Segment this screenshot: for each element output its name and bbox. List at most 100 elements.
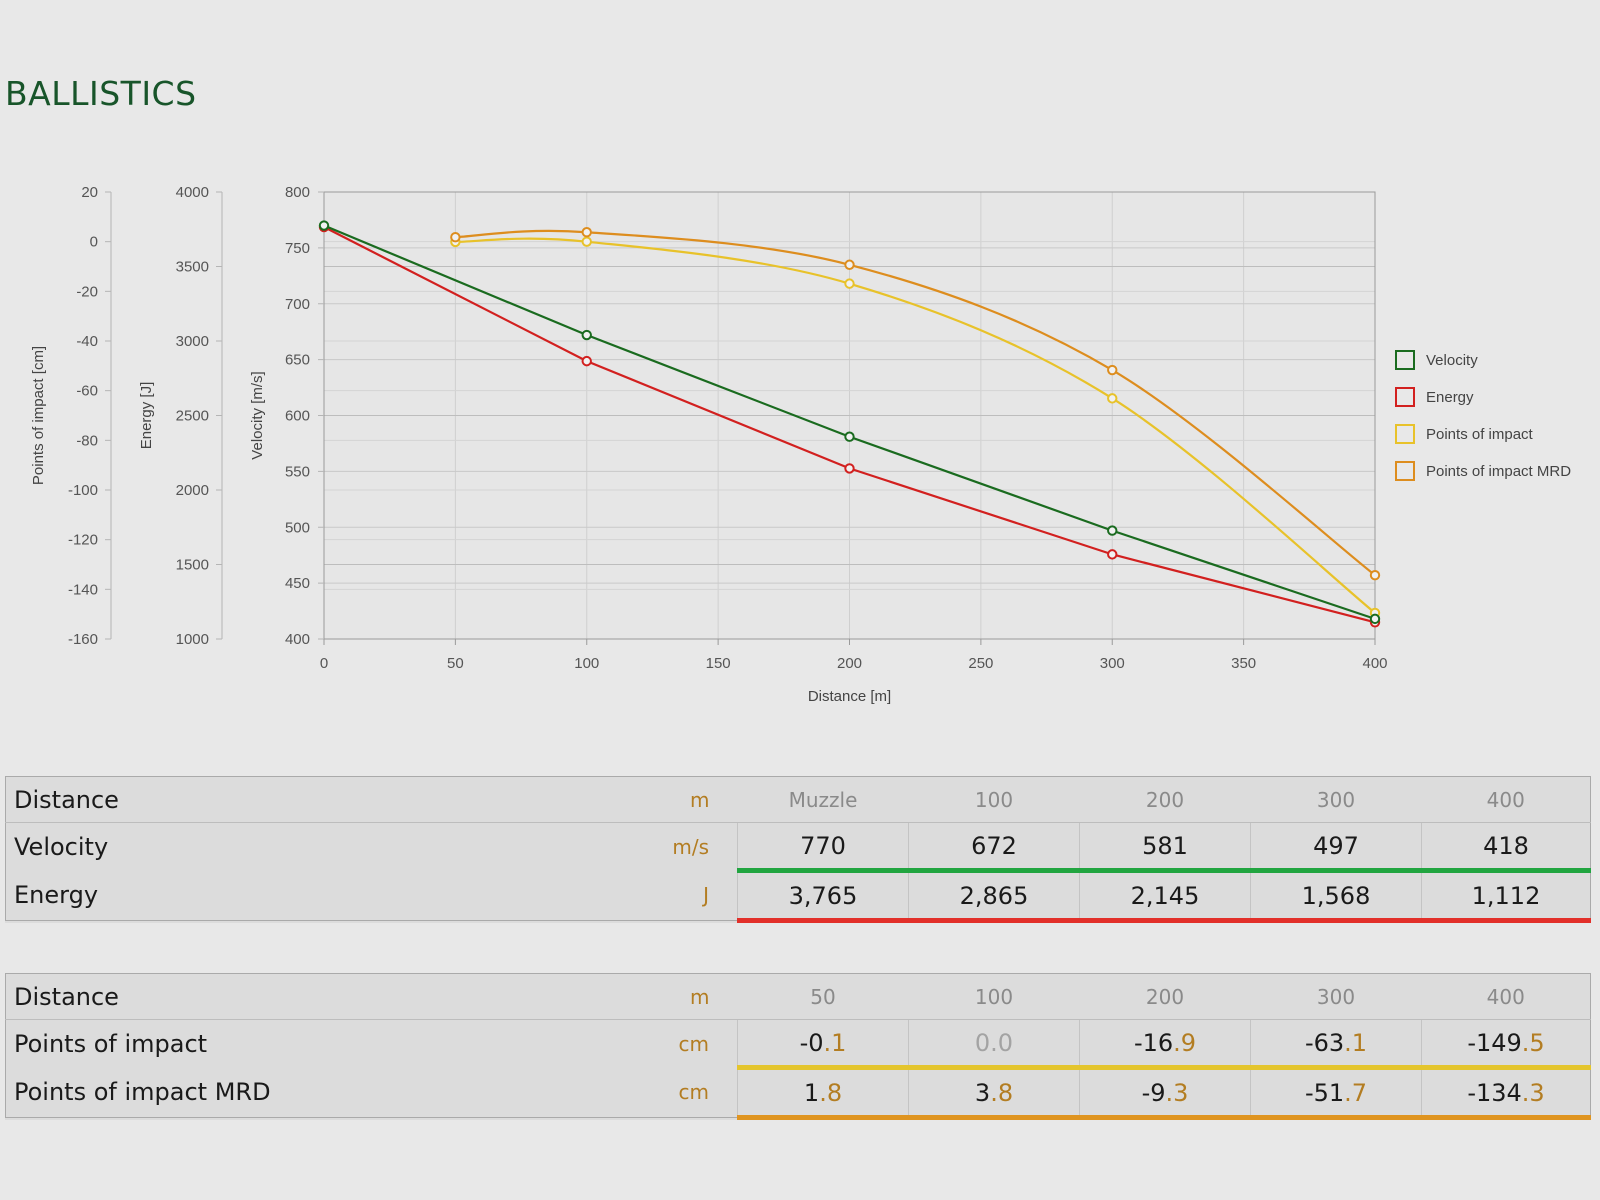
row-label: Points of impact: [14, 1029, 208, 1058]
row-unit: m: [551, 973, 738, 1020]
distance-header-cell: Muzzle: [737, 776, 909, 823]
distance-header-cell: 200: [1079, 776, 1251, 823]
row-unit: m: [551, 776, 738, 823]
decimal-part: .1: [823, 1028, 847, 1057]
poi-mrd-cell: 1.8: [737, 1067, 909, 1120]
energy-tick-label: 1500: [176, 557, 209, 574]
velocity-data-point: [1369, 613, 1381, 625]
row-label: Velocity: [14, 832, 109, 861]
points-of-impact-mrd-series-line: [455, 229, 1376, 577]
velocity-tick-label: 550: [285, 463, 310, 480]
points-of-impact-series-line: [455, 237, 1376, 614]
points-of-impact-data-point: [1107, 393, 1118, 404]
velocity-cell: 418: [1421, 822, 1591, 873]
velocity-tick-label: 400: [285, 631, 310, 648]
velocity-tick-label: 800: [285, 184, 310, 201]
row-label: Distance: [5, 973, 552, 1020]
velocity-tick-label: 650: [285, 352, 310, 369]
decimal-part: .3: [1165, 1078, 1189, 1107]
distance-header-cell: 100: [908, 973, 1080, 1020]
row-label: Distance: [5, 776, 552, 823]
poi-tick-label: -140: [68, 581, 98, 598]
table-row: Distance m 50 100 200 300 400: [5, 973, 1591, 1020]
points-of-impact-table: Distance m 50 100 200 300 400 Points of …: [5, 973, 1591, 1120]
distance-header-cell: 400: [1421, 776, 1591, 823]
points-of-impact-mrd-data-point: [1107, 364, 1118, 376]
velocity-data-point: [581, 329, 592, 341]
x-tick-label: 100: [574, 655, 599, 672]
table-row: Distance m Muzzle 100 200 300 400: [5, 776, 1591, 823]
energy-data-point: [581, 355, 592, 367]
velocity-tick-label: 450: [285, 575, 310, 592]
row-unit: cm: [678, 1031, 709, 1056]
velocity-tick-label: 750: [285, 240, 310, 257]
legend-swatch: [1395, 350, 1415, 370]
energy-cell: 1,568: [1250, 870, 1422, 923]
legend-swatch: [1395, 424, 1415, 444]
row-unit: cm: [678, 1080, 709, 1105]
poi-mrd-cell: 3.8: [908, 1067, 1080, 1120]
distance-header-cell: 300: [1250, 776, 1422, 823]
legend-label: Velocity: [1426, 352, 1478, 369]
energy-tick-label: 1000: [176, 631, 209, 648]
legend-swatch: [1395, 461, 1415, 481]
velocity-cell: 672: [908, 822, 1080, 873]
distance-header-cell: 300: [1250, 973, 1422, 1020]
distance-header-cell: 200: [1079, 973, 1251, 1020]
poi-mrd-cell: -51.7: [1250, 1067, 1422, 1120]
velocity-energy-table: Distance m Muzzle 100 200 300 400 Veloci…: [5, 776, 1591, 923]
decimal-part: .3: [1521, 1078, 1545, 1107]
distance-header-cell: 100: [908, 776, 1080, 823]
velocity-tick-label: 600: [285, 408, 310, 425]
poi-cell: 0.0: [908, 1019, 1080, 1070]
energy-cell: 3,765: [737, 870, 909, 923]
decimal-part: .1: [1344, 1028, 1368, 1057]
x-tick-label: 400: [1362, 655, 1387, 672]
table-row: Velocity m/s 770 672 581 497 418: [6, 822, 1591, 873]
row-unit: J: [703, 883, 709, 908]
decimal-part: .5: [1521, 1028, 1545, 1057]
energy-tick-label: 2500: [176, 408, 209, 425]
decimal-part: .8: [819, 1078, 843, 1107]
x-tick-label: 250: [968, 655, 993, 672]
points-of-impact-data-point: [581, 236, 592, 247]
velocity-axis-title: Velocity [m/s]: [249, 371, 266, 459]
legend-label: Points of impact: [1426, 426, 1534, 443]
x-tick-label: 50: [447, 655, 464, 672]
points-of-impact-mrd-data-point: [1369, 569, 1381, 581]
points-of-impact-mrd-data-point: [450, 231, 461, 243]
energy-tick-label: 4000: [176, 184, 209, 201]
poi-cell: -63.1: [1250, 1019, 1422, 1070]
table-row: Energy J 3,765 2,865 2,145 1,568 1,112: [6, 870, 1591, 923]
velocity-cell: 770: [737, 822, 909, 873]
poi-cell: -16.9: [1079, 1019, 1251, 1070]
decimal-part: .7: [1344, 1078, 1368, 1107]
energy-tick-label: 2000: [176, 482, 209, 499]
velocity-cell: 581: [1079, 822, 1251, 873]
distance-header-cell: 400: [1421, 973, 1591, 1020]
decimal-part: .8: [990, 1078, 1014, 1107]
poi-tick-label: -160: [68, 631, 98, 648]
velocity-data-point: [844, 431, 855, 442]
poi-cell: -149.5: [1421, 1019, 1591, 1070]
energy-axis-title: Energy [J]: [138, 382, 155, 450]
poi-mrd-cell: -9.3: [1079, 1067, 1251, 1120]
x-tick-label: 300: [1100, 655, 1125, 672]
table-row: Points of impact MRD cm 1.8 3.8 -9.3 -51…: [6, 1067, 1591, 1120]
poi-tick-label: 20: [81, 184, 98, 201]
velocity-cell: 497: [1250, 822, 1422, 873]
poi-cell: -0.1: [737, 1019, 909, 1070]
poi-axis-title: Points of impact [cm]: [30, 346, 47, 485]
velocity-tick-label: 700: [285, 296, 310, 313]
velocity-data-point: [318, 220, 330, 231]
legend-label: Points of impact MRD: [1426, 463, 1571, 480]
energy-data-point: [1107, 549, 1118, 560]
energy-cell: 1,112: [1421, 870, 1591, 923]
row-label: Points of impact MRD: [14, 1078, 271, 1107]
table-row: Points of impact cm -0.1 0.0 -16.9 -63.1…: [6, 1019, 1591, 1070]
energy-tick-label: 3500: [176, 259, 209, 276]
x-tick-label: 200: [837, 655, 862, 672]
x-tick-label: 350: [1231, 655, 1256, 672]
energy-cell: 2,865: [908, 870, 1080, 923]
